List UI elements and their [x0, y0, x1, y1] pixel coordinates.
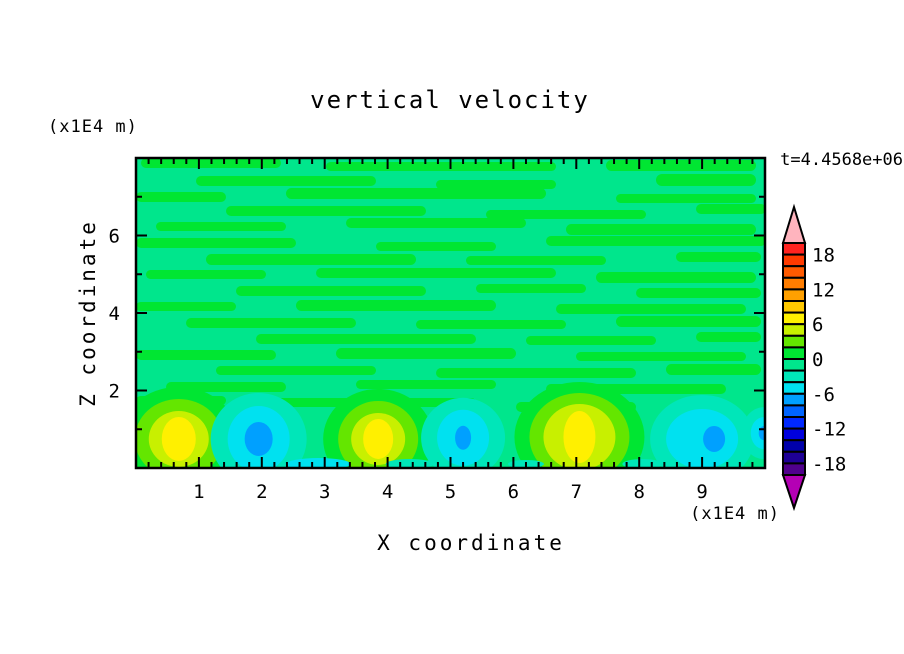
svg-text:3: 3 [319, 481, 330, 503]
svg-text:4: 4 [382, 481, 393, 503]
svg-text:5: 5 [445, 481, 456, 503]
updraft-cell-ring [563, 411, 596, 463]
svg-text:18: 18 [812, 245, 835, 267]
svg-text:7: 7 [571, 481, 582, 503]
updraft-cell-ring [363, 418, 394, 459]
svg-text:-6: -6 [812, 384, 835, 406]
svg-text:6: 6 [109, 226, 120, 248]
updraft-cell-ring [161, 416, 196, 461]
x-axis-unit-label: (x1E4 m) [690, 504, 780, 524]
svg-text:12: 12 [812, 279, 835, 301]
colorbar-cell [782, 381, 806, 395]
colorbar-cell [782, 288, 806, 302]
svg-text:-12: -12 [812, 419, 846, 441]
svg-text:-18: -18 [812, 453, 846, 475]
velocity-field [136, 158, 765, 468]
svg-text:8: 8 [633, 481, 644, 503]
colorbar-cell [782, 346, 806, 360]
colorbar-labels: 18 12 6 0 -6 -12 -18 [812, 245, 846, 476]
colorbar-cell [782, 311, 806, 326]
colorbar: 18 12 6 0 -6 -12 -18 [781, 203, 846, 512]
x-axis-title: X coordinate [377, 531, 565, 555]
colorbar-cell [782, 242, 806, 256]
colorbar-cell [782, 323, 806, 337]
svg-text:6: 6 [508, 481, 519, 503]
svg-text:2: 2 [256, 481, 267, 503]
convection-cells [136, 382, 765, 468]
colorbar-cell [782, 404, 806, 418]
plot-frame [134, 156, 767, 470]
colorbar-cell [782, 358, 806, 372]
time-stamp-label: t=4.4568e+06 [780, 150, 903, 170]
z-axis-unit-label: (x1E4 m) [48, 117, 138, 137]
colorbar-cell [782, 369, 806, 384]
colorbar-cell [782, 276, 806, 291]
colorbar-under-arrow [781, 474, 807, 512]
colorbar-cell [782, 253, 806, 268]
colorbar-cell [782, 450, 806, 465]
near-zero-streaks [136, 158, 765, 412]
svg-text:1: 1 [193, 481, 204, 503]
svg-text:2: 2 [109, 381, 120, 403]
colorbar-over-arrow [781, 203, 807, 244]
colorbar-cell [782, 462, 806, 476]
colorbar-cell [782, 300, 806, 314]
downdraft-cell-ring [666, 408, 739, 468]
svg-text:4: 4 [109, 303, 120, 325]
downdraft-cell-ring [455, 425, 472, 450]
colorbar-cell [782, 427, 806, 442]
svg-text:6: 6 [812, 314, 823, 336]
svg-text:0: 0 [812, 349, 823, 371]
colorbar-cell [782, 334, 806, 349]
downdraft-cell-ring [750, 417, 765, 450]
chart-title: vertical velocity [310, 86, 590, 114]
colorbar-cell [782, 265, 806, 279]
downdraft-cell-ring [244, 421, 273, 456]
downdraft-cell-ring [758, 426, 765, 441]
colorbar-cell [782, 439, 806, 453]
svg-text:9: 9 [696, 481, 707, 503]
colorbar-cell [782, 416, 806, 430]
downdraft-cell-ring [703, 425, 726, 452]
x-tick-labels: 1 2 3 4 5 6 7 8 9 [193, 481, 708, 503]
z-tick-labels: 2 4 6 [109, 226, 120, 403]
colorbar-cell [782, 392, 806, 407]
